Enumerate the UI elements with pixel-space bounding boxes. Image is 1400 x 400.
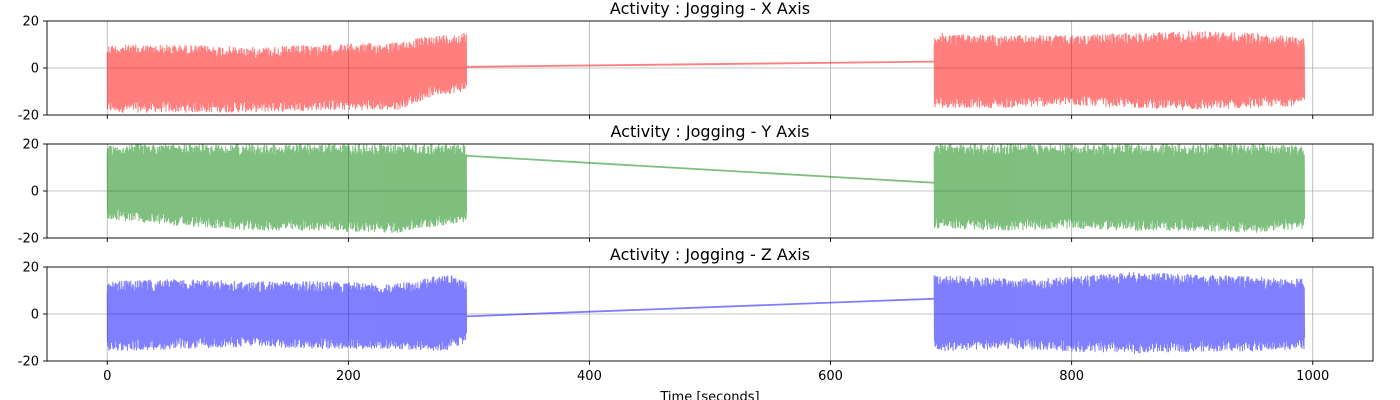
x-tick-label: 200 [336, 369, 361, 384]
y-tick-label: -20 [18, 355, 39, 370]
panel-title: Activity : Jogging - Y Axis [611, 122, 810, 141]
panel-1: -20 0 20 Activity : Jogging - X Axis [18, 0, 1374, 124]
gap-line [466, 154, 935, 184]
y-tick-label: 0 [31, 308, 39, 323]
x-tick-label: 400 [577, 369, 602, 384]
series-z-axis [106, 271, 1306, 354]
panel-3: -20 0 20 Activity : Jogging - Z Axis [18, 245, 1374, 370]
panel-title: Activity : Jogging - X Axis [610, 0, 810, 18]
panel-title: Activity : Jogging - Z Axis [610, 245, 810, 264]
signal-segment [933, 30, 1306, 110]
gap-line [466, 297, 935, 318]
panel-2: -20 0 20 Activity : Jogging - Y Axis [18, 122, 1374, 247]
signal-segment [933, 271, 1306, 354]
y-tick-label: 0 [31, 62, 39, 77]
signal-segment [106, 33, 468, 113]
y-tick-label: -20 [18, 232, 39, 247]
x-tick-label: 0 [103, 369, 111, 384]
series-x-axis [106, 30, 1306, 113]
signal-segment [933, 144, 1306, 233]
y-tick-label: 20 [22, 138, 39, 153]
x-axis-label: Time [seconds] [659, 390, 759, 400]
x-tick-label: 600 [818, 369, 843, 384]
signal-segment [106, 144, 468, 234]
gap-line [466, 60, 935, 68]
series-y-axis [106, 144, 1306, 234]
y-tick-label: 0 [31, 185, 39, 200]
y-tick-label: -20 [18, 109, 39, 124]
x-tick-label: 1000 [1296, 369, 1329, 384]
y-tick-label: 20 [22, 15, 39, 30]
x-tick-label: 800 [1059, 369, 1084, 384]
signal-segment [106, 275, 468, 351]
y-tick-label: 20 [22, 261, 39, 276]
